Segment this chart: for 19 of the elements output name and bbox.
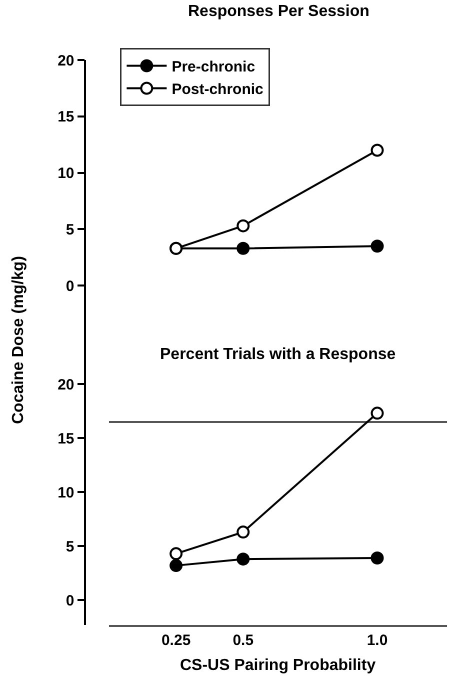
y-tick-label: 0: [66, 592, 74, 610]
chart-title: Responses Per Session: [188, 3, 370, 20]
y-tick-label: 10: [58, 484, 74, 502]
y-tick-label: 20: [58, 376, 74, 394]
x-tick-label: 1.0: [366, 632, 388, 649]
y-tick-label: 5: [66, 221, 74, 238]
y-tick-label: 15: [58, 108, 74, 126]
x-axis-title: CS-US Pairing Probability: [180, 657, 376, 674]
legend-label: Post-chronic: [172, 81, 264, 98]
chart-title: Percent Trials with a Response: [160, 346, 396, 363]
x-tick-label: 0.25: [161, 632, 191, 649]
y-tick-label: 0: [66, 278, 74, 295]
y-tick-label: 15: [58, 430, 74, 448]
y-tick-label: 20: [58, 52, 74, 70]
y-tick-label: 10: [58, 165, 74, 182]
legend-label: Pre-chronic: [172, 58, 256, 76]
y-axis-title: Cocaine Dose (mg/kg): [10, 256, 27, 424]
y-tick-label: 5: [66, 538, 74, 556]
x-tick-label: 0.5: [232, 632, 254, 649]
